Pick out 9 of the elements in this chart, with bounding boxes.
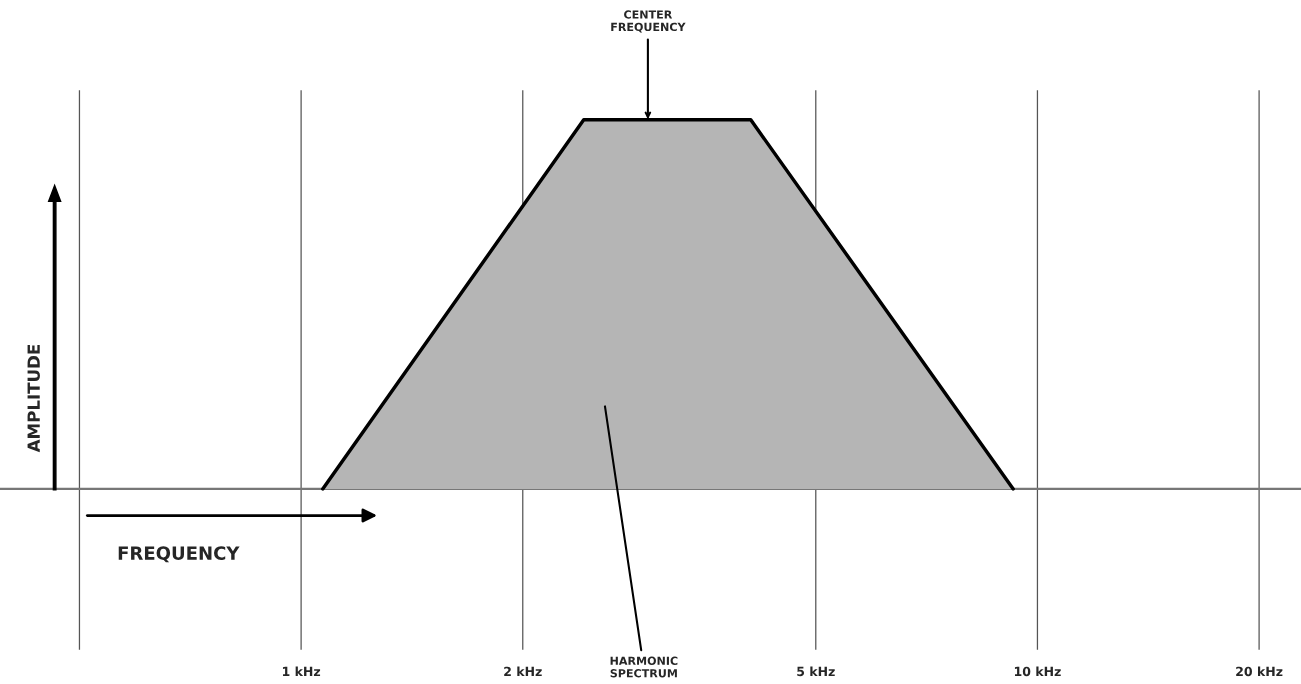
x-tick-label: 2 kHz [504,666,542,676]
x-tick-label: 10 kHz [1014,666,1061,677]
text: CENTER FREQUENCY [611,10,686,33]
x-tick-label: 5 kHz [797,666,835,677]
y-axis-title: AMPLITUDE [27,344,40,453]
x-tick-label: 1 kHz [282,666,321,676]
x-tick-label: 20 kHz [1236,666,1283,677]
text: HARMONIC SPECTRUM [610,656,678,678]
x-axis-title: FREQUENCY [118,546,240,563]
